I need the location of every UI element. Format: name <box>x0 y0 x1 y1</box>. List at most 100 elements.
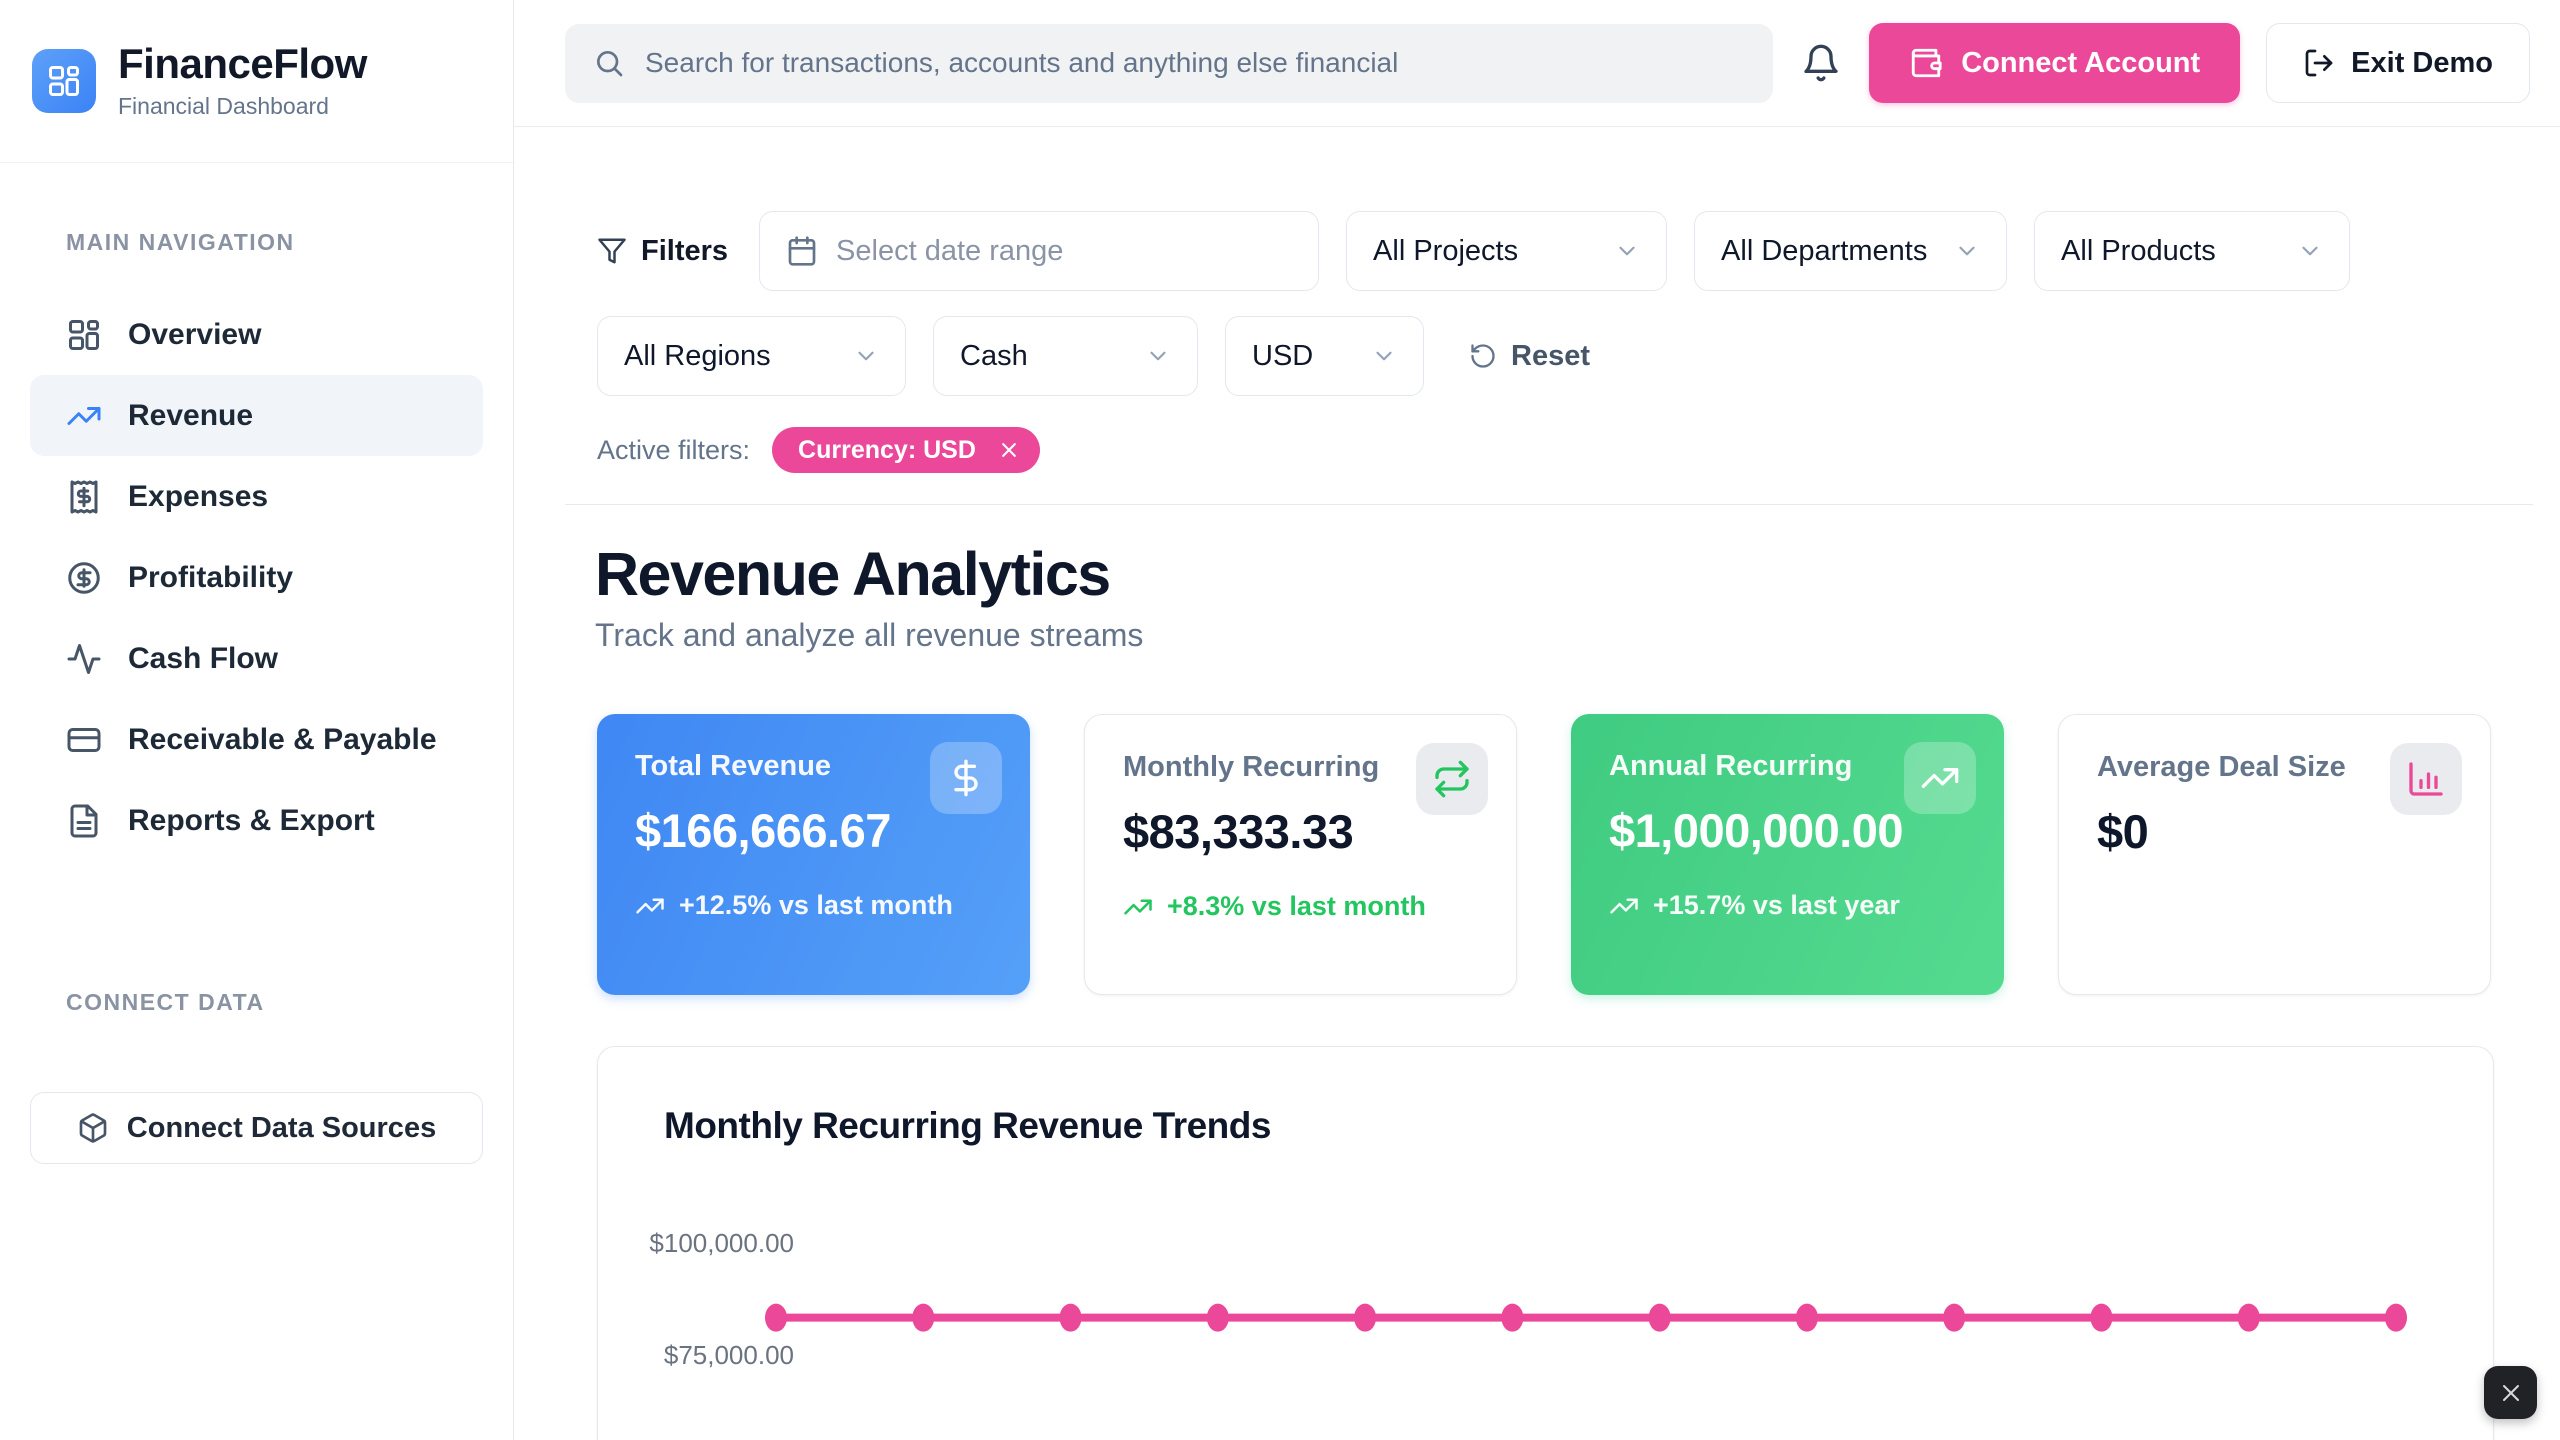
notifications-button[interactable] <box>1799 41 1843 85</box>
nav-section-title: MAIN NAVIGATION <box>66 229 295 255</box>
circle-dollar-icon <box>68 561 100 594</box>
exit-demo-button[interactable]: Exit Demo <box>2266 23 2530 103</box>
overlay-close-button[interactable] <box>2484 1366 2537 1419</box>
chevron-down-icon <box>1376 351 1392 361</box>
page-content: Filters All Projects All Departments All <box>514 127 2560 1440</box>
search-input[interactable] <box>645 47 1746 79</box>
reset-filters-button[interactable]: Reset <box>1469 340 1590 373</box>
activity-icon <box>67 643 101 674</box>
filters-row-2: All Regions Cash USD Reset <box>597 316 2533 396</box>
trending-up-icon <box>67 406 101 425</box>
filter-products-select[interactable]: All Products <box>2034 211 2351 291</box>
active-filters-label: Active filters: <box>597 434 751 465</box>
rotate-ccw-icon <box>1471 344 1495 368</box>
metric-card-average-deal-size: Average Deal Size $0 <box>2058 714 2491 996</box>
trending-up-icon <box>1904 742 1976 815</box>
exit-demo-label: Exit Demo <box>2351 46 2493 79</box>
sidebar: FinanceFlow Financial Dashboard MAIN NAV… <box>0 0 514 1440</box>
sidebar-item-label: Overview <box>128 317 262 351</box>
section-divider <box>565 504 2533 505</box>
active-filter-chip: Currency: USD <box>772 427 1040 473</box>
sidebar-item-label: Receivable & Payable <box>128 722 437 756</box>
sidebar-item-label: Reports & Export <box>128 803 375 837</box>
sidebar-item-label: Profitability <box>128 560 294 594</box>
log-out-icon <box>2305 49 2333 77</box>
dashboard-icon <box>69 319 99 350</box>
connect-data-sources-label: Connect Data Sources <box>126 1111 437 1144</box>
connect-account-button[interactable]: Connect Account <box>1869 23 2241 103</box>
sidebar-item-reports-export[interactable]: Reports & Export <box>30 780 483 861</box>
repeat-icon <box>1416 743 1488 816</box>
date-range-input[interactable] <box>759 211 1320 291</box>
app-logo-icon <box>32 49 96 113</box>
connect-data-sources-button[interactable]: Connect Data Sources <box>30 1092 483 1164</box>
page-title: Revenue Analytics <box>595 540 1111 608</box>
search-icon <box>597 51 623 77</box>
filters-title: Filters <box>597 235 728 268</box>
brand: FinanceFlow Financial Dashboard <box>0 0 513 163</box>
filter-basis-select[interactable]: Cash <box>933 316 1198 396</box>
metric-label: Total Revenue <box>635 750 832 783</box>
top-header: Connect Account Exit Demo <box>514 0 2560 127</box>
main-navigation: MAIN NAVIGATION Overview Revenue Expense… <box>0 229 513 1054</box>
chart-title: Monthly Recurring Revenue Trends <box>664 1105 1271 1147</box>
metric-card-total-revenue: Total Revenue $166,666.67 +12.5% vs last… <box>597 714 1030 996</box>
close-icon <box>2502 1384 2519 1401</box>
calendar-icon <box>788 236 816 266</box>
sidebar-item-receivable-payable[interactable]: Receivable & Payable <box>30 699 483 780</box>
metric-change: +12.5% vs last month <box>635 888 992 923</box>
filter-regions-select[interactable]: All Regions <box>597 316 906 396</box>
chevron-down-icon <box>1959 246 1975 256</box>
filters-row-1: Filters All Projects All Departments All <box>597 211 2533 291</box>
metric-change: +15.7% vs last year <box>1609 888 1966 923</box>
metric-value: $166,666.67 <box>635 804 891 858</box>
page-heading: Revenue Analytics Track and analyze all … <box>595 539 2533 654</box>
main-column: Connect Account Exit Demo Filters <box>514 0 2560 1440</box>
sidebar-item-revenue[interactable]: Revenue <box>30 375 483 456</box>
close-icon <box>1002 443 1016 457</box>
metric-label: Monthly Recurring <box>1123 751 1380 784</box>
chevron-down-icon <box>1619 246 1635 256</box>
chevron-down-icon <box>1150 351 1166 361</box>
sidebar-item-label: Expenses <box>128 479 269 513</box>
svg-text:$100,000.00: $100,000.00 <box>649 1228 794 1258</box>
metric-label: Annual Recurring <box>1609 750 1853 783</box>
trending-up-icon <box>636 898 664 914</box>
filter-departments-select[interactable]: All Departments <box>1694 211 2008 291</box>
svg-text:$75,000.00: $75,000.00 <box>664 1340 794 1370</box>
connect-section-title: CONNECT DATA <box>66 989 265 1015</box>
mrr-trends-chart-card: Monthly Recurring Revenue Trends $100,00… <box>597 1046 2494 1440</box>
sidebar-item-expenses[interactable]: Expenses <box>30 456 483 537</box>
chevron-down-icon <box>858 351 874 361</box>
filter-projects-select[interactable]: All Projects <box>1346 211 1668 291</box>
bell-icon <box>1804 44 1838 82</box>
sidebar-item-profitability[interactable]: Profitability <box>30 537 483 618</box>
dollar-sign-icon <box>930 742 1002 815</box>
trending-up-icon <box>1124 899 1152 915</box>
sidebar-item-label: Cash Flow <box>128 641 279 675</box>
wallet-icon <box>1912 48 1942 78</box>
sidebar-item-label: Revenue <box>128 398 254 432</box>
date-range-field[interactable] <box>836 234 1293 268</box>
chevron-down-icon <box>2302 246 2318 256</box>
trending-up-icon <box>1610 898 1638 914</box>
metric-card-annual-recurring: Annual Recurring $1,000,000.00 +15.7% vs… <box>1571 714 2004 996</box>
global-search[interactable] <box>565 23 1774 103</box>
receipt-icon <box>70 480 98 513</box>
bar-chart-icon <box>2390 743 2462 816</box>
metric-card-monthly-recurring: Monthly Recurring $83,333.33 +8.3% vs la… <box>1084 714 1517 996</box>
connect-account-label: Connect Account <box>1961 46 2201 79</box>
remove-filter-button[interactable] <box>992 433 1026 467</box>
brand-tagline: Financial Dashboard <box>118 92 329 119</box>
brand-name: FinanceFlow <box>118 40 367 88</box>
metric-cards: Total Revenue $166,666.67 +12.5% vs last… <box>597 714 2533 996</box>
mrr-line-chart: $100,000.00 $75,000.00 <box>649 1228 2407 1370</box>
sidebar-item-overview[interactable]: Overview <box>30 294 483 375</box>
filter-currency-select[interactable]: USD <box>1225 316 1424 396</box>
sidebar-item-cash-flow[interactable]: Cash Flow <box>30 618 483 699</box>
filter-icon <box>598 238 626 264</box>
package-icon <box>79 1113 107 1143</box>
metric-value: $0 <box>2097 805 2149 859</box>
file-text-icon <box>70 804 98 837</box>
